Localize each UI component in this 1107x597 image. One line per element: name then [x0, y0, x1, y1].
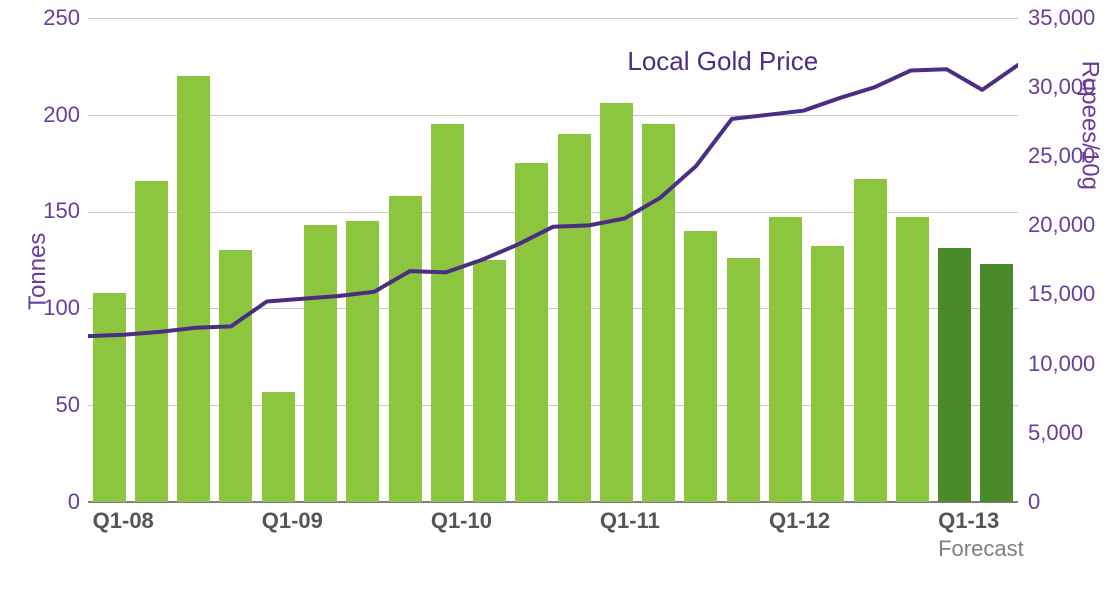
right-tick-label: 20,000	[1028, 212, 1095, 238]
left-axis-title: Tonnes	[24, 233, 52, 310]
x-tick-label: Q1-09	[262, 508, 323, 534]
right-tick-label: 10,000	[1028, 351, 1095, 377]
right-tick-label: 35,000	[1028, 5, 1095, 31]
forecast-sublabel: Forecast	[938, 536, 1024, 562]
line-overlay	[88, 18, 1018, 502]
left-tick-label: 50	[56, 392, 80, 418]
x-tick-label: Q1-12	[769, 508, 830, 534]
plot-area	[88, 18, 1018, 502]
x-tick-label: Q1-13	[938, 508, 999, 534]
right-tick-label: 5,000	[1028, 420, 1083, 446]
right-axis-title: Rupees/10g	[1075, 61, 1103, 190]
gold-price-line	[88, 65, 1018, 336]
right-tick-label: 0	[1028, 489, 1040, 515]
x-tick-label: Q1-11	[600, 508, 660, 534]
line-series-label: Local Gold Price	[627, 46, 818, 77]
left-tick-label: 0	[68, 489, 80, 515]
left-tick-label: 150	[43, 198, 80, 224]
gold-demand-price-chart: 05010015020025005,00010,00015,00020,0002…	[0, 0, 1107, 597]
right-tick-label: 15,000	[1028, 281, 1095, 307]
x-tick-label: Q1-10	[431, 508, 492, 534]
left-tick-label: 250	[43, 5, 80, 31]
left-tick-label: 200	[43, 102, 80, 128]
x-tick-label: Q1-08	[93, 508, 154, 534]
